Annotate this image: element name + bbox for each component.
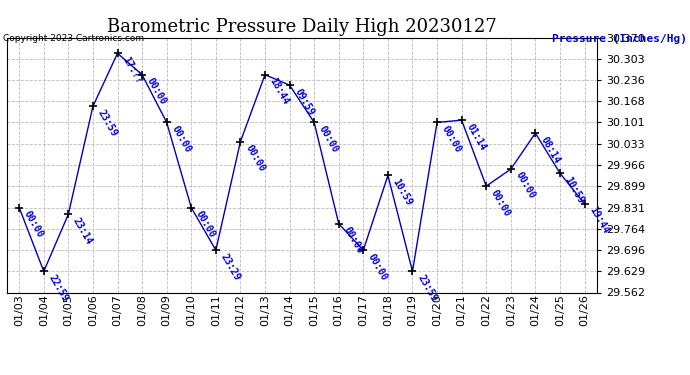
Text: 23:59: 23:59: [96, 108, 119, 138]
Text: 22:59: 22:59: [46, 273, 70, 303]
Title: Barometric Pressure Daily High 20230127: Barometric Pressure Daily High 20230127: [107, 18, 497, 36]
Text: 00:00: 00:00: [366, 252, 389, 282]
Text: 00:00: 00:00: [243, 143, 266, 174]
Text: 00:00: 00:00: [342, 225, 365, 255]
Text: 00:00: 00:00: [22, 209, 46, 239]
Text: 01:14: 01:14: [464, 122, 488, 152]
Text: 00:00: 00:00: [489, 188, 513, 218]
Text: Pressure (Inches/Hg): Pressure (Inches/Hg): [551, 34, 687, 44]
Text: 18:44: 18:44: [268, 76, 291, 106]
Text: 00:00: 00:00: [145, 76, 168, 106]
Text: 19:44: 19:44: [587, 205, 611, 236]
Text: 23:59: 23:59: [415, 273, 439, 303]
Text: Copyright 2023 Cartronics.com: Copyright 2023 Cartronics.com: [3, 34, 145, 43]
Text: 00:00: 00:00: [317, 124, 340, 154]
Text: 10:59: 10:59: [563, 175, 586, 205]
Text: 00:00: 00:00: [440, 124, 463, 154]
Text: 08:14: 08:14: [538, 135, 562, 165]
Text: 10:59: 10:59: [391, 177, 414, 207]
Text: 09:59: 09:59: [293, 87, 316, 117]
Text: 17:??: 17:??: [120, 55, 144, 85]
Text: 00:00: 00:00: [194, 209, 217, 239]
Text: 23:14: 23:14: [71, 216, 95, 246]
Text: 23:29: 23:29: [219, 252, 242, 282]
Text: 00:00: 00:00: [513, 171, 537, 201]
Text: 00:00: 00:00: [170, 124, 193, 154]
